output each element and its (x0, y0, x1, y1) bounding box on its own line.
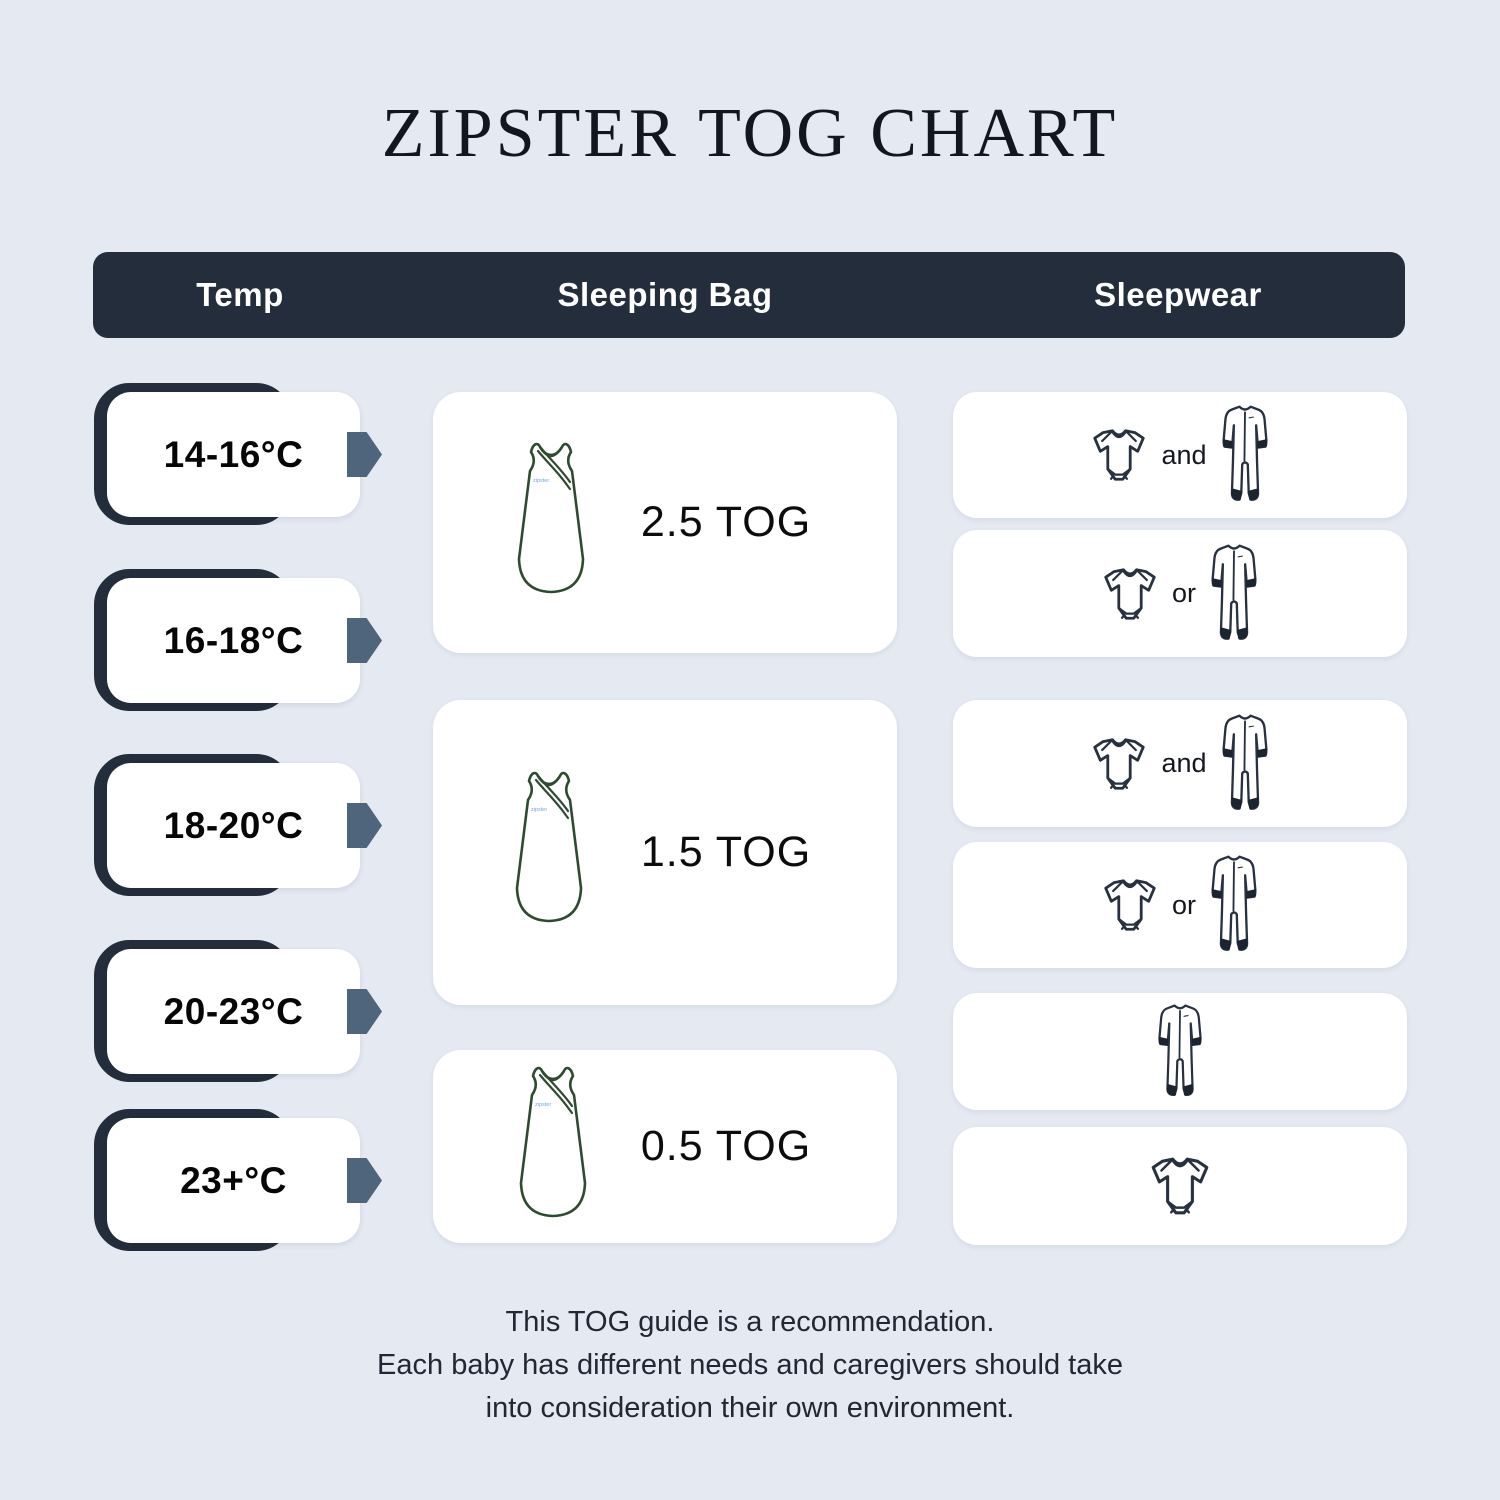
temp-range-label: 20-23°C (107, 949, 360, 1074)
footer-line: Each baby has different needs and caregi… (377, 1349, 1123, 1381)
temp-row: 23+°C (94, 1109, 394, 1251)
sleepwear-card: or (953, 530, 1407, 657)
temp-range-label: 14-16°C (107, 392, 360, 517)
bodysuit-icon (1089, 736, 1149, 792)
sleepwear-card (953, 993, 1407, 1110)
conjunction-label: or (1171, 578, 1196, 608)
sleepsuit-icon (1208, 853, 1260, 957)
footer-line: This TOG guide is a recommendation. (505, 1306, 995, 1338)
footer-line: into consideration their own environment… (485, 1392, 1015, 1424)
tog-rating-label: 2.5 TOG (640, 498, 812, 546)
right-arrow-icon (347, 989, 382, 1034)
column-header-sleepwear: Sleepwear (1094, 276, 1262, 313)
sleeping-bag-card: 1.5 TOG (433, 700, 897, 1005)
table-header-bar: Temp Sleeping Bag Sleepwear (93, 252, 1405, 338)
conjunction-label: and (1161, 439, 1207, 470)
sleepwear-card: and (953, 700, 1407, 827)
page-title: ZIPSTER TOG CHART (381, 95, 1119, 172)
right-arrow-icon (347, 618, 382, 663)
right-arrow-icon (347, 1158, 382, 1203)
conjunction-label: and (1161, 748, 1207, 778)
temp-row: 16-18°C (94, 569, 394, 711)
temp-row: 20-23°C (94, 940, 394, 1082)
sleepwear-card: and (953, 392, 1407, 518)
temp-row: 18-20°C (94, 754, 394, 896)
sleepsuit-icon (1219, 403, 1271, 507)
sleepsuit-icon (1208, 542, 1260, 646)
column-header-temp: Temp (196, 276, 284, 313)
tog-rating-label: 0.5 TOG (640, 1122, 812, 1170)
bodysuit-icon (1147, 1155, 1213, 1217)
column-header-sleeping-bag: Sleeping Bag (557, 276, 773, 313)
footer-note: This TOG guide is a recommendation. Each… (0, 1301, 1500, 1430)
bodysuit-icon (1100, 877, 1160, 933)
sleepwear-card: or (953, 842, 1407, 968)
sleepsuit-icon (1155, 1002, 1205, 1102)
temp-range-label: 18-20°C (107, 763, 360, 888)
bodysuit-icon (1100, 566, 1160, 622)
temp-range-label: 16-18°C (107, 578, 360, 703)
tog-rating-label: 1.5 TOG (640, 828, 812, 876)
sleeping-bag-card: 0.5 TOG (433, 1050, 897, 1243)
conjunction-label: or (1171, 889, 1196, 920)
sleepwear-card (953, 1127, 1407, 1245)
right-arrow-icon (347, 803, 382, 848)
temp-range-label: 23+°C (107, 1118, 360, 1243)
sleepsuit-icon (1219, 712, 1271, 816)
sleeping-bag-card: 2.5 TOG (433, 392, 897, 653)
temp-row: 14-16°C (94, 383, 394, 525)
bodysuit-icon (1089, 427, 1149, 483)
right-arrow-icon (347, 432, 382, 477)
